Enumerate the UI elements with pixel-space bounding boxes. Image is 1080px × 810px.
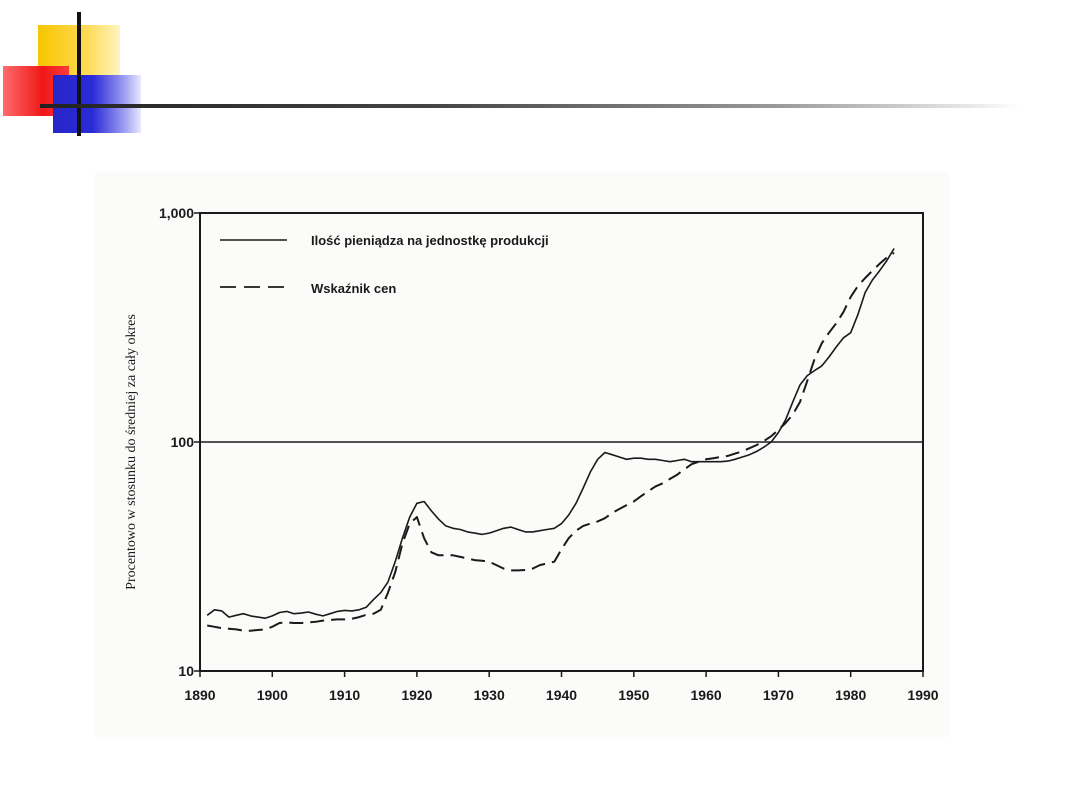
x-tick-label: 1970 — [763, 687, 794, 703]
series-line-money-per-unit — [206, 248, 895, 620]
chart-svg: 1890 1900 1910 1920 1930 1940 1950 1960 1970 1980… — [124, 205, 939, 703]
x-tick-label: 1910 — [329, 687, 360, 703]
series-layer — [206, 248, 895, 632]
deco-vertical-line — [77, 12, 81, 136]
x-tick-label: 1920 — [401, 687, 432, 703]
x-tick-label: 1980 — [835, 687, 866, 703]
y-tick-label: 1,000 — [159, 205, 194, 221]
x-tick-label: 1930 — [474, 687, 505, 703]
y-tick-label: 100 — [171, 434, 195, 450]
x-tick-label: 1990 — [907, 687, 938, 703]
series-line-price-index — [207, 251, 895, 632]
axis-ticks: 1890 1900 1910 1920 1930 1940 1950 1960 1970 1980… — [159, 205, 939, 703]
legend: Ilość pieniądza na jednostkę produkcji W… — [220, 233, 549, 296]
legend-label-money: Ilość pieniądza na jednostkę produkcji — [311, 233, 549, 248]
x-tick-label: 1940 — [546, 687, 577, 703]
y-tick-label: 10 — [178, 663, 194, 679]
chart-figure: 1890 1900 1910 1920 1930 1940 1950 1960 1970 1980… — [95, 172, 950, 737]
legend-label-price-index: Wskaźnik cen — [311, 281, 396, 296]
x-tick-label: 1960 — [691, 687, 722, 703]
x-tick-label: 1950 — [618, 687, 649, 703]
y-axis-label: Procentowo w stosunku do średniej za cał… — [124, 314, 139, 590]
x-tick-label: 1890 — [184, 687, 215, 703]
deco-horizontal-rule — [40, 104, 1020, 108]
x-tick-label: 1900 — [257, 687, 288, 703]
